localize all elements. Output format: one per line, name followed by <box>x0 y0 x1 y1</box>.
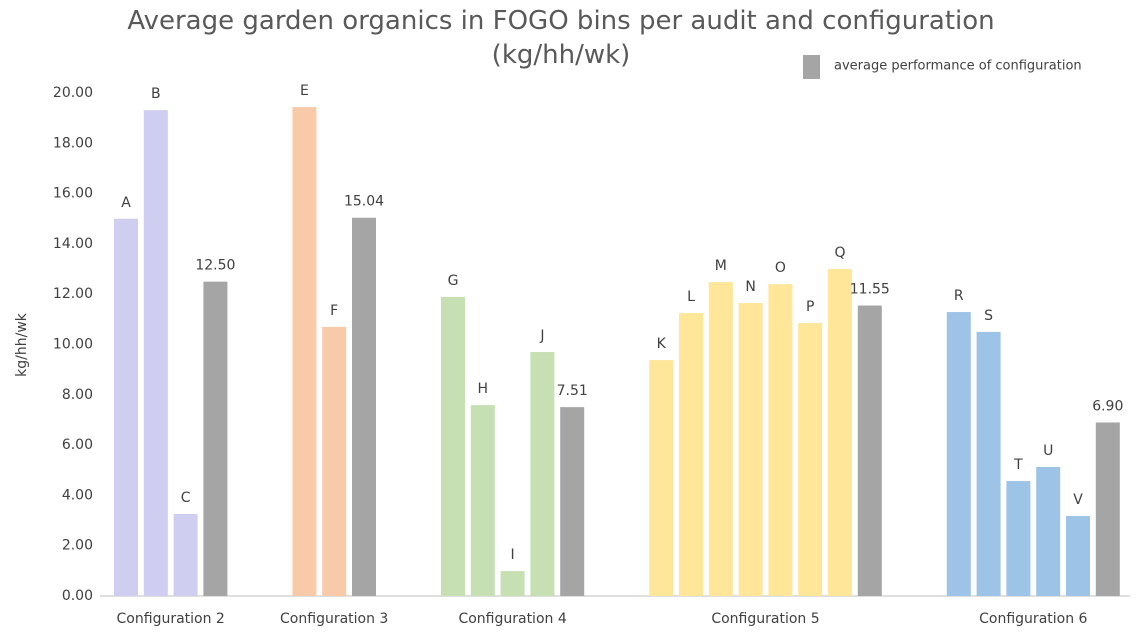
y-tick-label: 12.00 <box>53 286 93 302</box>
bar <box>1036 466 1061 596</box>
x-tick-label: Configuration 6 <box>979 611 1087 627</box>
bar-label: L <box>687 289 695 305</box>
average-bar-label: 7.51 <box>557 383 588 399</box>
bar <box>470 405 495 596</box>
bar-label: I <box>511 547 515 563</box>
bar <box>143 110 168 597</box>
bar <box>768 284 793 596</box>
chart-title: Average garden organics in FOGO bins per… <box>127 6 995 70</box>
x-tick-label: Configuration 2 <box>117 611 225 627</box>
average-bar <box>857 305 882 596</box>
average-bar <box>560 407 585 596</box>
legend-label: average performance of configuration <box>834 59 1082 74</box>
bar-label: R <box>954 288 964 304</box>
average-bar-label: 12.50 <box>195 258 235 274</box>
bar-label: A <box>121 195 131 211</box>
bar-label: P <box>806 299 814 315</box>
x-tick-label: Configuration 5 <box>711 611 819 627</box>
y-axis-label: kg/hh/wk <box>14 312 30 377</box>
bar-label: G <box>448 273 459 289</box>
bar <box>441 296 465 596</box>
bar-label: H <box>478 381 489 397</box>
bar <box>828 269 852 596</box>
bar-label: S <box>984 308 993 324</box>
y-tick-label: 4.00 <box>62 487 93 503</box>
y-tick-label: 8.00 <box>62 387 93 403</box>
bar <box>679 313 703 596</box>
bar <box>530 352 555 596</box>
average-bar-label: 15.04 <box>344 194 384 210</box>
bar <box>976 331 1001 596</box>
y-tick-label: 14.00 <box>53 236 93 252</box>
bar-label: E <box>300 83 309 99</box>
average-bar-label: 11.55 <box>850 282 890 298</box>
bar <box>708 282 733 596</box>
y-tick-label: 10.00 <box>53 337 93 353</box>
average-bar <box>352 217 376 596</box>
bar <box>1006 481 1031 596</box>
y-tick-label: 20.00 <box>53 85 93 101</box>
bar <box>500 571 525 596</box>
average-bar <box>1095 422 1120 596</box>
y-tick-label: 2.00 <box>62 538 93 554</box>
bar-label: C <box>181 490 191 506</box>
bar-label: Q <box>834 245 845 261</box>
bar-label: T <box>1013 457 1023 473</box>
bar-label: M <box>715 258 727 274</box>
legend-swatch <box>803 55 820 79</box>
bar <box>946 312 971 596</box>
bar <box>1066 516 1090 596</box>
bar-label: O <box>775 260 786 276</box>
bar <box>292 107 317 597</box>
average-bar <box>203 281 228 596</box>
bar-label: F <box>330 303 338 319</box>
average-bar-label: 6.90 <box>1092 398 1123 414</box>
y-tick-label: 0.00 <box>62 588 93 604</box>
bar <box>173 514 198 596</box>
bar <box>649 360 674 596</box>
bar <box>798 323 823 596</box>
y-tick-label: 18.00 <box>53 135 93 151</box>
bar <box>738 303 763 596</box>
x-tick-label: Configuration 4 <box>458 611 566 627</box>
bar-label: U <box>1043 443 1053 459</box>
bar-label: B <box>151 86 161 102</box>
bar <box>114 218 138 596</box>
y-tick-label: 6.00 <box>62 437 93 453</box>
bar-label: N <box>745 279 755 295</box>
bar-label: K <box>657 336 667 352</box>
bar-label: V <box>1073 492 1083 508</box>
bar <box>322 326 347 596</box>
bar-label: J <box>539 328 544 344</box>
y-tick-label: 16.00 <box>53 186 93 202</box>
x-tick-label: Configuration 3 <box>280 611 388 627</box>
